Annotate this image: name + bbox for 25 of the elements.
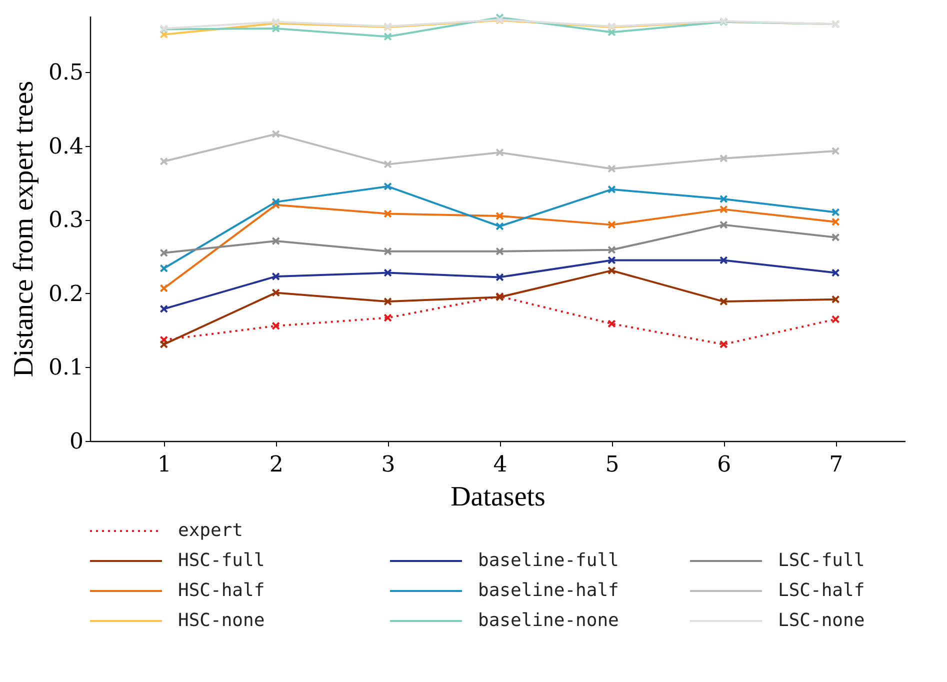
legend-label: baseline-half	[478, 580, 619, 601]
y-tick-label: 0.4	[48, 134, 84, 160]
y-tick-label: 0	[70, 430, 84, 454]
y-tick-label: 0.3	[48, 208, 84, 234]
legend-label: HSC-none	[178, 610, 265, 631]
x-axis-title: Datasets	[450, 482, 546, 512]
x-tick-label: 2	[269, 452, 284, 478]
legend-label: LSC-none	[778, 610, 865, 631]
x-tick-label: 6	[717, 452, 732, 478]
legend-label: baseline-none	[478, 610, 619, 631]
legend-label: baseline-full	[478, 550, 619, 571]
x-tick-label: 7	[829, 452, 844, 478]
x-tick-label: 3	[381, 452, 396, 478]
legend-label: HSC-half	[178, 580, 265, 601]
legend-label: LSC-half	[778, 580, 865, 601]
legend-label: HSC-full	[178, 550, 265, 571]
x-tick-label: 1	[157, 452, 172, 478]
x-tick-label: 4	[493, 452, 508, 478]
legend-label: LSC-full	[778, 550, 865, 571]
y-tick-label: 0.1	[48, 356, 84, 381]
y-tick-label: 0.5	[48, 60, 84, 86]
legend-label: expert	[178, 520, 244, 541]
y-tick-label: 0.2	[48, 282, 84, 307]
x-tick-label: 5	[605, 452, 620, 478]
y-axis-title: Distance from expert trees	[8, 80, 40, 378]
